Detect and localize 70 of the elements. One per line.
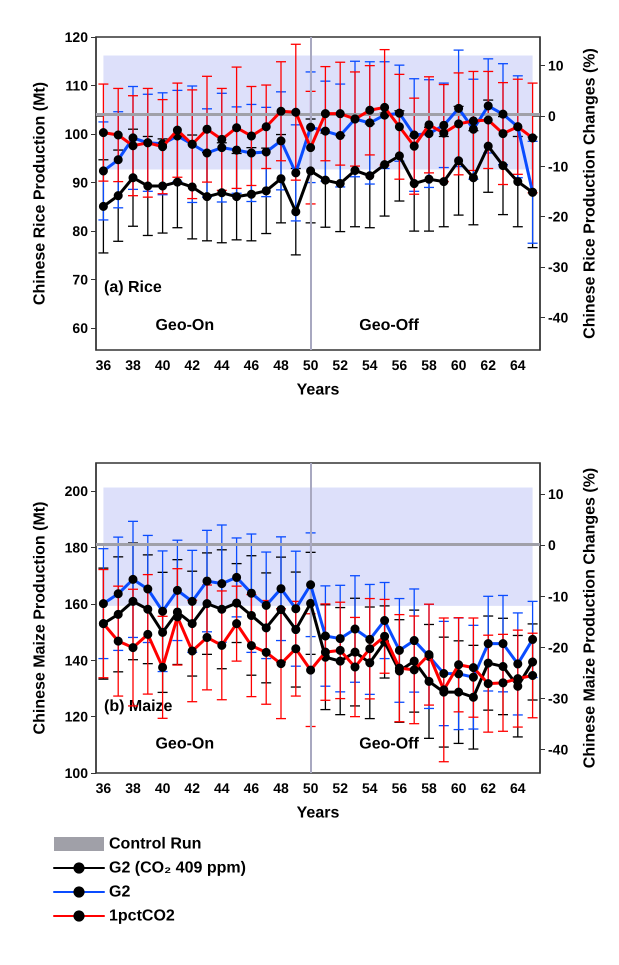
x-tick-label: 50	[302, 780, 319, 796]
x-tick-label: 52	[332, 357, 348, 373]
y2-axis-title: Chinese Rice Production Changes (%)	[582, 48, 598, 339]
x-tick-label: 60	[450, 780, 467, 796]
x-tick-label: 60	[450, 357, 467, 373]
y-axis-title: Chinese Rice Production (Mt)	[32, 82, 48, 306]
x-tick-label: 62	[480, 780, 496, 796]
x-tick-label: 46	[244, 780, 260, 796]
x-tick-label: 62	[480, 357, 496, 373]
x-tick-label: 42	[184, 780, 200, 796]
y2-tick-label: -10	[548, 588, 568, 604]
y-tick-label: 90	[72, 174, 88, 191]
annotation: Geo-Off	[359, 735, 420, 752]
annotation: Geo-Off	[359, 317, 420, 334]
y2-tick-label: -30	[548, 690, 568, 706]
y-tick-label: 110	[65, 78, 88, 94]
legend-label: G2	[109, 884, 130, 900]
x-axis-title: Years	[296, 382, 340, 398]
annotation: Geo-On	[155, 735, 214, 752]
y-tick-label: 80	[72, 223, 88, 240]
x-tick-label: 48	[273, 357, 289, 373]
y2-tick-label: 10	[548, 58, 564, 74]
y2-tick-label: -40	[548, 742, 568, 758]
x-tick-label: 46	[244, 357, 260, 373]
x-tick-label: 42	[184, 357, 200, 373]
x-tick-label: 58	[421, 780, 437, 796]
x-tick-label: 50	[302, 357, 319, 373]
y2-tick-label: -40	[548, 309, 568, 326]
x-tick-label: 56	[392, 780, 408, 796]
x-tick-label: 40	[154, 780, 171, 796]
y-tick-label: 100	[64, 765, 88, 781]
y-axis-title: Chinese Maize Production (Mt)	[32, 502, 48, 734]
x-tick-label: 36	[96, 357, 112, 373]
y2-tick-label: -20	[548, 639, 568, 656]
x-tick-label: 58	[421, 357, 437, 373]
x-tick-label: 64	[510, 357, 526, 373]
x-tick-label: 48	[273, 780, 289, 796]
y-tick-label: 120	[64, 708, 88, 725]
x-tick-label: 64	[510, 780, 526, 796]
legend-label: Control Run	[109, 836, 202, 852]
x-tick-label: 52	[332, 780, 348, 796]
legend-label: G2 (CO₂ 409 ppm)	[109, 860, 246, 876]
y-tick-label: 160	[64, 596, 88, 612]
y2-axis-title: Chinese Maize Production Changes (%)	[582, 468, 598, 768]
y-tick-label: 140	[64, 652, 88, 668]
annotation: (a) Rice	[104, 278, 162, 296]
x-tick-label: 44	[214, 357, 230, 373]
x-tick-label: 56	[392, 357, 408, 373]
y-tick-label: 100	[64, 126, 88, 142]
annotation: Geo-On	[155, 317, 214, 334]
y-tick-label: 180	[64, 540, 88, 556]
legend-label: 1pctCO2	[109, 908, 175, 924]
y-tick-label: 120	[64, 29, 88, 45]
x-tick-label: 44	[214, 780, 230, 796]
x-tick-label: 40	[154, 357, 171, 373]
y2-tick-label: 0	[548, 108, 556, 124]
y2-tick-label: 10	[548, 486, 564, 502]
x-tick-label: 54	[362, 780, 378, 796]
y2-tick-label: -30	[548, 258, 568, 275]
y-tick-label: 200	[64, 483, 88, 500]
y2-tick-label: -10	[548, 158, 568, 174]
y2-tick-label: -20	[548, 208, 568, 225]
x-tick-label: 54	[362, 357, 378, 373]
x-tick-label: 38	[125, 780, 141, 796]
y-tick-label: 70	[72, 272, 88, 288]
y2-tick-label: 0	[548, 537, 556, 554]
x-tick-label: 38	[125, 357, 141, 373]
x-axis-title: Years	[296, 804, 340, 822]
x-tick-label: 36	[96, 780, 112, 796]
y-tick-label: 60	[72, 320, 88, 336]
